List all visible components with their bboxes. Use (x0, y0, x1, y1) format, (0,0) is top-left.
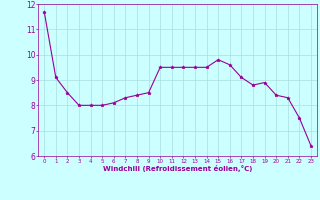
X-axis label: Windchill (Refroidissement éolien,°C): Windchill (Refroidissement éolien,°C) (103, 165, 252, 172)
